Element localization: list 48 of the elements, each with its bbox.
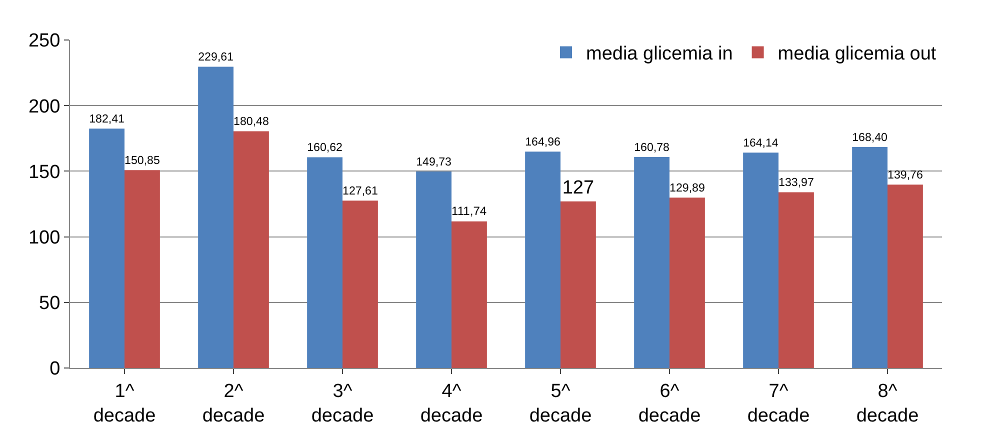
bar — [670, 198, 705, 368]
data-label: 139,76 — [888, 170, 923, 182]
bar — [743, 152, 778, 368]
bar — [89, 128, 124, 368]
bar — [307, 157, 342, 368]
bar — [560, 201, 596, 368]
bar — [234, 131, 269, 368]
bar — [342, 200, 378, 368]
data-label: 111,74 — [452, 204, 487, 218]
bar — [198, 66, 234, 368]
legend-label: media glicemia in — [586, 44, 733, 65]
bar — [778, 192, 814, 368]
y-tick-label: 200 — [28, 96, 60, 118]
data-label: 160,78 — [634, 142, 670, 154]
x-tick-label: 7^ decade — [747, 380, 810, 426]
x-tick-label: 6^ decade — [638, 380, 701, 426]
data-label: 150,85 — [124, 155, 160, 168]
legend-label: media glicemia out — [778, 44, 937, 65]
y-tick-label: 250 — [28, 30, 60, 52]
bar — [852, 147, 888, 368]
data-label: 180,48 — [234, 116, 269, 128]
data-label: 133,97 — [778, 177, 814, 190]
x-tick-label: 5^ decade — [529, 380, 592, 426]
y-tick-label: 150 — [28, 162, 60, 183]
data-label: 160,62 — [307, 142, 342, 154]
bar — [888, 184, 923, 368]
x-tick-label: 8^ decade — [856, 380, 919, 426]
data-label: 182,41 — [89, 114, 124, 126]
bar — [124, 170, 160, 368]
data-label: 127,61 — [342, 186, 378, 198]
y-tick-label: 100 — [28, 227, 60, 248]
data-label: 149,73 — [416, 156, 452, 169]
data-label: 229,61 — [198, 52, 234, 64]
bar — [634, 157, 670, 368]
data-label: 164,96 — [525, 136, 560, 149]
x-tick-label: 4^ decade — [420, 380, 483, 426]
data-label: 127 — [562, 177, 594, 198]
x-tick-label: 1^ decade — [93, 380, 156, 426]
y-tick-label: 50 — [39, 293, 60, 314]
bar — [525, 152, 560, 368]
x-tick-label: 2^ decade — [202, 380, 265, 426]
bar — [452, 221, 487, 368]
data-label: 164,14 — [743, 138, 779, 150]
data-label: 129,89 — [670, 182, 705, 195]
bar — [416, 172, 452, 368]
x-tick-label: 3^ decade — [311, 380, 374, 426]
data-label: 168,40 — [852, 132, 888, 144]
y-tick-label: 0 — [50, 358, 60, 380]
